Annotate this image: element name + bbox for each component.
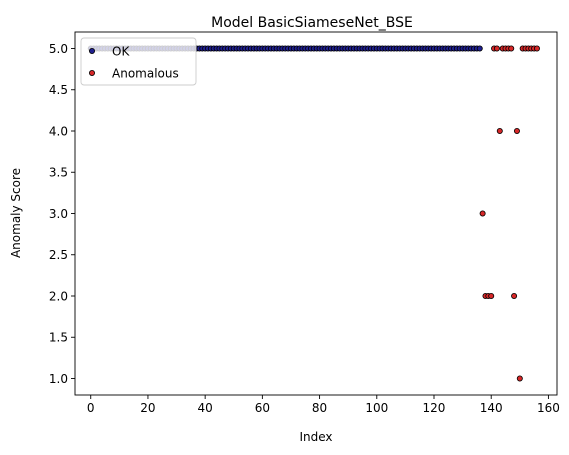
- x-tick-label: 100: [365, 401, 388, 415]
- y-tick-label: 3.0: [49, 207, 68, 221]
- data-point-anomalous: [493, 45, 500, 52]
- data-point-anomalous: [488, 292, 495, 299]
- x-tick-label: 0: [87, 401, 95, 415]
- y-tick-label: 1.5: [49, 331, 68, 345]
- x-tick-label: 140: [480, 401, 503, 415]
- data-point-anomalous: [479, 210, 486, 217]
- y-tick-label: 5.0: [49, 42, 68, 56]
- y-tick-label: 4.5: [49, 83, 68, 97]
- y-tick-label: 3.5: [49, 166, 68, 180]
- data-point-anomalous: [511, 292, 518, 299]
- y-axis: 1.0 1.5 2.0 2.5 3.0 3.5 4.0 4.5 5.0: [49, 42, 75, 386]
- legend-box: [80, 37, 197, 86]
- plot-frame: [74, 31, 558, 396]
- data-point-anomalous: [508, 45, 515, 52]
- x-tick-label: 120: [423, 401, 446, 415]
- x-axis: 0 20 40 60 80 100 120 140 160: [87, 395, 560, 415]
- x-tick-label: 160: [537, 401, 560, 415]
- legend-label-ok: OK: [112, 45, 130, 59]
- x-tick-label: 40: [198, 401, 213, 415]
- x-axis-label: Index: [299, 430, 332, 444]
- legend-label-anomalous: Anomalous: [112, 67, 179, 81]
- data-point-anomalous: [513, 127, 520, 134]
- data-point-anomalous: [496, 127, 503, 134]
- data-point-anomalous: [516, 375, 523, 382]
- data-point-anomalous: [533, 45, 540, 52]
- y-tick-label: 1.0: [49, 372, 68, 386]
- x-tick-label: 20: [140, 401, 155, 415]
- y-axis-label: Anomaly Score: [9, 168, 23, 258]
- plot-area: [75, 32, 557, 395]
- x-tick-label: 60: [255, 401, 270, 415]
- x-tick-label: 80: [312, 401, 327, 415]
- y-tick-label: 4.0: [49, 124, 68, 138]
- legend-marker-anomalous: [89, 70, 96, 77]
- y-tick-label: 2.0: [49, 289, 68, 303]
- chart-title: Model BasicSiameseNet_BSE: [211, 15, 413, 31]
- legend: OK Anomalous: [80, 37, 197, 86]
- y-tick-label: 2.5: [49, 248, 68, 262]
- legend-marker-ok: [89, 48, 96, 55]
- data-point-ok: [476, 45, 483, 52]
